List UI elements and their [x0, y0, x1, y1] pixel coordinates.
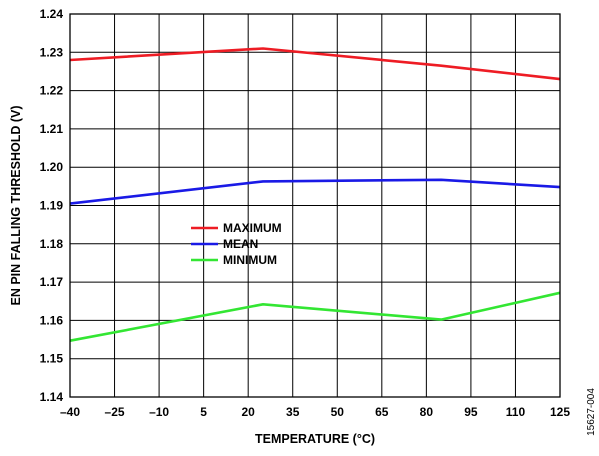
- y-tick-label: 1.15: [40, 352, 64, 366]
- x-tick-label: 20: [242, 405, 256, 419]
- x-axis-title: TEMPERATURE (°C): [255, 432, 375, 446]
- y-tick-label: 1.14: [40, 390, 64, 404]
- x-tick-label: 80: [420, 405, 434, 419]
- series-line-maximum: [69, 47, 561, 81]
- legend: MAXIMUM MEAN MINIMUM: [191, 221, 282, 267]
- plot-frame: [69, 13, 561, 398]
- x-tick-label: 35: [286, 405, 300, 419]
- x-tick-label: 5: [200, 405, 207, 419]
- y-tick-label: 1.16: [40, 313, 64, 327]
- y-axis-title: EN PIN FALLING THRESHOLD (V): [9, 106, 23, 306]
- x-tick-label: 50: [331, 405, 345, 419]
- legend-label: MEAN: [223, 237, 258, 251]
- x-tick-labels: –40 –25 –10 5 20 35 50 65 80 95 110 125: [60, 405, 570, 419]
- series-line-minimum: [69, 291, 561, 342]
- series-line-mean: [69, 178, 561, 205]
- legend-label: MINIMUM: [223, 253, 277, 267]
- x-tick-label: 110: [506, 405, 526, 419]
- y-tick-label: 1.24: [40, 7, 64, 21]
- x-tick-label: –10: [149, 405, 169, 419]
- legend-label: MAXIMUM: [223, 221, 282, 235]
- x-tick-label: 125: [550, 405, 570, 419]
- y-tick-label: 1.21: [40, 122, 64, 136]
- y-tick-labels: 1.14 1.15 1.16 1.17 1.18 1.19 1.20 1.21 1.22 1.23…: [40, 7, 64, 404]
- y-tick-label: 1.22: [40, 84, 64, 98]
- x-tick-label: 65: [375, 405, 389, 419]
- y-tick-label: 1.20: [40, 160, 64, 174]
- y-tick-label: 1.19: [40, 199, 64, 213]
- x-tick-label: –40: [60, 405, 80, 419]
- figure-id: 15627-004: [586, 388, 597, 436]
- y-tick-label: 1.18: [40, 237, 64, 251]
- x-tick-label: 95: [464, 405, 478, 419]
- x-tick-label: –25: [105, 405, 125, 419]
- y-tick-label: 1.23: [40, 45, 64, 59]
- chart-series: [69, 47, 561, 342]
- y-tick-label: 1.17: [40, 275, 64, 289]
